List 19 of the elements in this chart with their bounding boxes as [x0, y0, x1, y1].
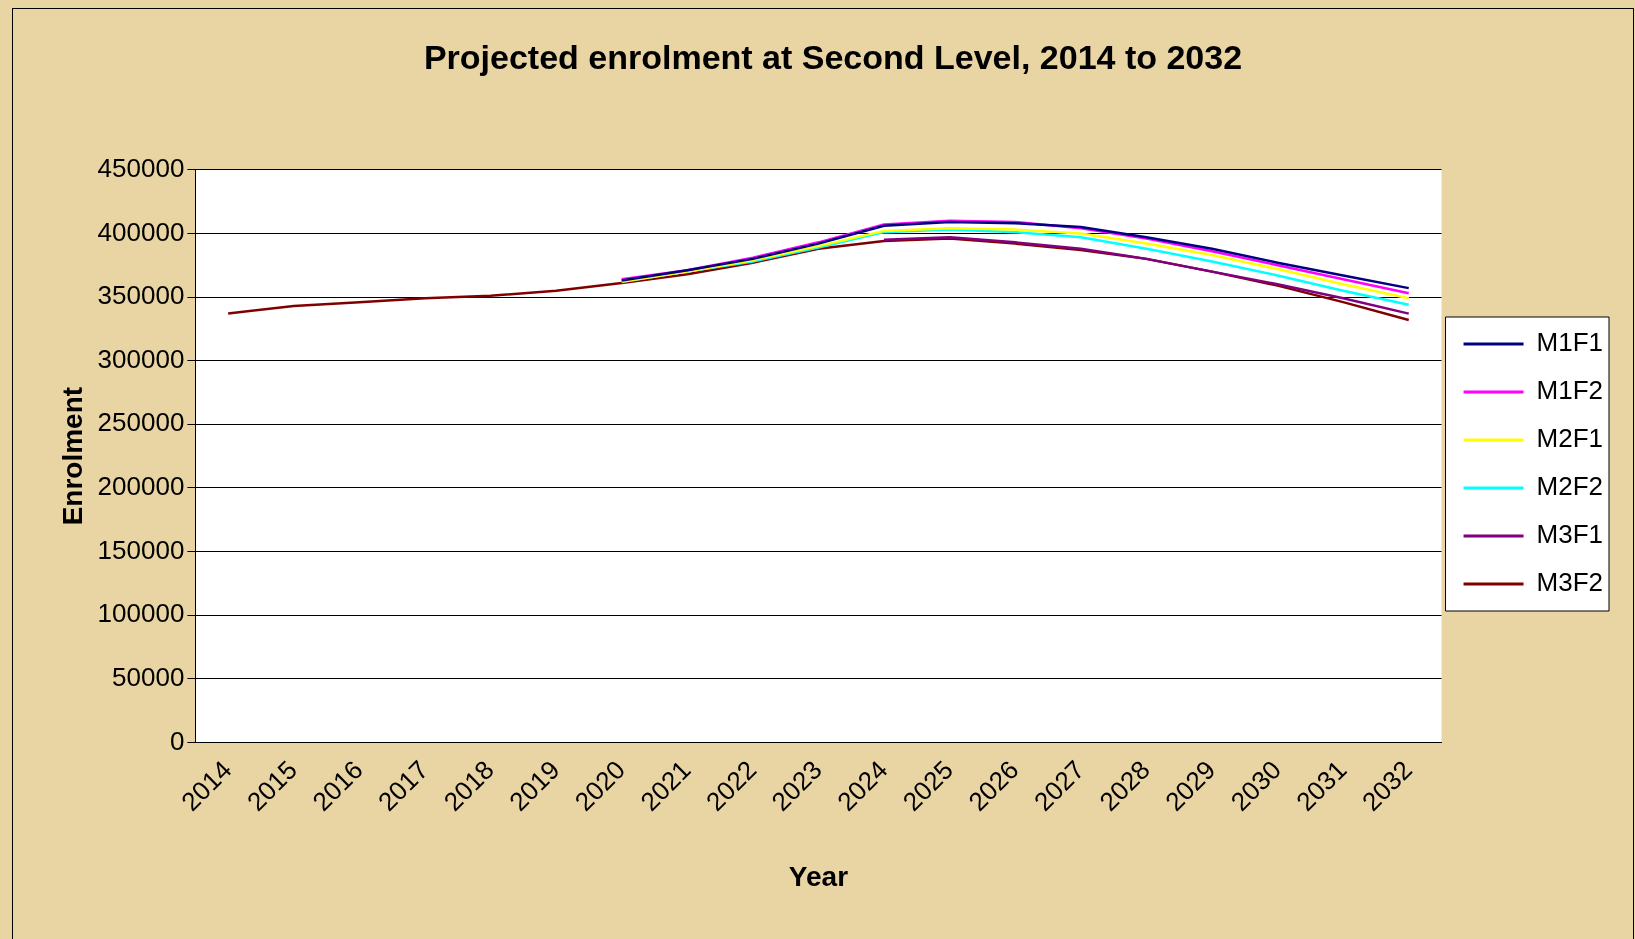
- y-tick-label: 50000: [112, 661, 185, 692]
- y-tick-label: 100000: [97, 598, 185, 629]
- y-tick-label: 0: [169, 725, 185, 756]
- y-tick-label: 150000: [97, 534, 185, 565]
- x-axis-title: Year: [788, 860, 849, 892]
- legend-label: M1F2: [1536, 375, 1604, 406]
- legend-label: M2F1: [1536, 423, 1604, 454]
- y-tick-label: 200000: [97, 471, 185, 502]
- y-tick-label: 300000: [97, 343, 185, 374]
- y-tick-label: 350000: [97, 280, 185, 311]
- chart-title: Projected enrolment at Second Level, 2014 to 2032: [423, 37, 1243, 76]
- y-tick-label: 250000: [97, 407, 185, 438]
- y-axis-title: Enrolment: [56, 386, 88, 526]
- y-tick-label: 450000: [97, 152, 185, 183]
- legend-label: M3F2: [1536, 567, 1604, 598]
- legend-label: M2F2: [1536, 471, 1604, 502]
- legend-label: M3F1: [1536, 519, 1604, 550]
- legend-label: M1F1: [1536, 327, 1604, 358]
- y-tick-label: 400000: [97, 216, 185, 247]
